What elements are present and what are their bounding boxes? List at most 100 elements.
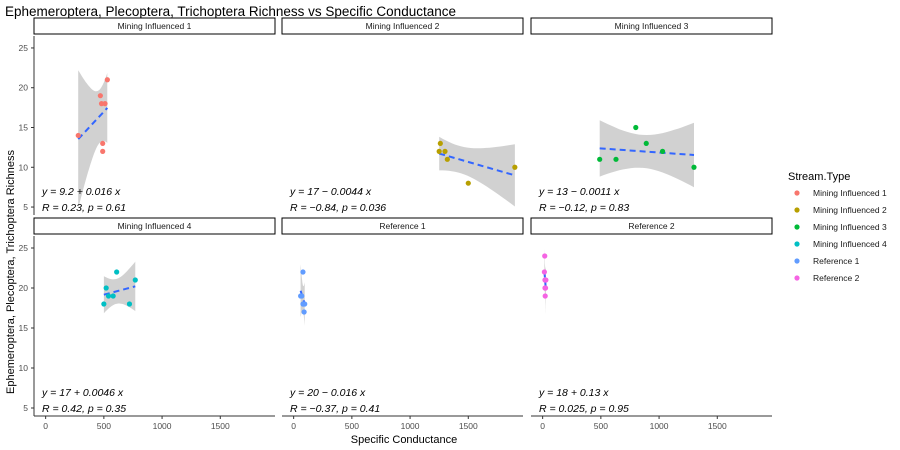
panel-5: Reference 1 0 500 1000 1500 y = 20 − 0.016 x R…: [281, 217, 524, 431]
data-point: [300, 269, 306, 275]
fit-line: [77, 107, 109, 140]
panel-strip: [530, 17, 773, 35]
equation-label: y = 20 − 0.016 x: [289, 387, 366, 399]
stats-label: R = −0.37, p = 0.41: [290, 403, 380, 415]
data-point: [643, 140, 649, 147]
legend-label: Mining Influenced 1: [813, 188, 887, 198]
y-tick-label: 10: [19, 162, 29, 172]
x-tick-label: 500: [345, 421, 359, 431]
fit-line: [103, 285, 136, 296]
legend-swatch: [794, 275, 800, 281]
y-tick-label: 20: [19, 83, 29, 93]
panel-1: Mining Influenced 1 5 10 15 20 25 y = 9.2 + 0.…: [19, 17, 276, 215]
legend-item: Mining Influenced 4: [794, 239, 887, 249]
panel-strip-label: Mining Influenced 1: [118, 21, 192, 31]
equation-label: y = 18 + 0.13 x: [538, 387, 609, 399]
y-axis-label: Ephemeroptera, Plecoptera, Trichoptera R…: [5, 150, 17, 394]
legend-label: Mining Influenced 4: [813, 239, 887, 249]
data-point: [542, 285, 549, 291]
data-point: [543, 277, 549, 283]
data-point: [101, 301, 107, 307]
legend-title: Stream.Type: [788, 171, 850, 183]
chart-title: Ephemeroptera, Plecoptera, Trichoptera R…: [5, 4, 456, 19]
facet-panels: Mining Influenced 1 5 10 15 20 25 y = 9.2 + 0.…: [19, 17, 773, 431]
data-point: [442, 148, 448, 154]
panel-strip-label: Mining Influenced 4: [118, 221, 192, 231]
x-tick-label: 500: [97, 421, 111, 431]
panel-3: Mining Influenced 3 y = 13 − 0.0011 x R = …: [530, 17, 773, 214]
x-tick-label: 1500: [211, 421, 230, 431]
panel-strip: [33, 17, 276, 35]
stats-label: R = 0.23, p = 0.61: [42, 202, 126, 214]
data-point: [444, 156, 450, 162]
data-point: [541, 269, 547, 275]
x-tick-label: 1000: [401, 421, 420, 431]
panel-2: Mining Influenced 2 y = 17 − 0.0044 x R = …: [281, 17, 524, 214]
legend: Stream.Type Mining Influenced 1 Mining In…: [788, 171, 887, 283]
equation-label: y = 9.2 + 0.016 x: [41, 186, 121, 198]
data-point: [465, 180, 471, 186]
panel-strip-label: Mining Influenced 2: [366, 21, 440, 31]
y-tick-label: 15: [19, 123, 29, 133]
panel-strip: [530, 217, 773, 235]
data-point: [100, 148, 106, 154]
legend-label: Mining Influenced 3: [813, 222, 887, 232]
data-point: [597, 156, 603, 162]
data-point: [299, 293, 305, 299]
panel-4: Mining Influenced 4 5 10 15 20 25 0 500 1000 1500…: [19, 217, 276, 431]
data-point: [104, 77, 110, 83]
legend-swatch: [794, 207, 800, 213]
legend-item: Reference 2: [794, 273, 860, 283]
y-tick-label: 20: [19, 283, 29, 293]
x-tick-label: 1500: [459, 421, 478, 431]
fit-line: [599, 147, 695, 156]
x-tick-label: 1500: [708, 421, 727, 431]
data-point: [105, 293, 112, 299]
confidence-ribbon: [599, 120, 694, 188]
data-point: [436, 148, 442, 154]
panel-strip-label: Reference 2: [628, 221, 675, 231]
data-point: [542, 253, 548, 259]
data-point: [437, 140, 443, 147]
confidence-ribbon: [439, 136, 515, 207]
legend-item: Reference 1: [794, 256, 860, 266]
x-tick-label: 0: [43, 421, 48, 431]
y-tick-label: 25: [19, 43, 29, 53]
data-point: [301, 309, 307, 315]
y-tick-label: 25: [19, 243, 29, 253]
data-point: [110, 293, 116, 299]
data-point: [659, 148, 666, 154]
data-point: [613, 156, 619, 162]
data-point: [542, 293, 548, 299]
confidence-ribbon: [103, 261, 136, 314]
legend-swatch: [794, 190, 800, 196]
legend-swatch: [794, 258, 800, 264]
legend-item: Mining Influenced 1: [794, 188, 887, 198]
data-point: [103, 285, 109, 291]
data-point: [512, 164, 518, 170]
data-point: [302, 301, 308, 307]
x-tick-label: 0: [291, 421, 296, 431]
stats-label: R = 0.42, p = 0.35: [42, 403, 126, 415]
stats-label: R = −0.84, p = 0.036: [290, 202, 386, 214]
y-tick-label: 15: [19, 323, 29, 333]
y-tick-label: 10: [19, 363, 29, 373]
data-point: [114, 269, 120, 275]
equation-label: y = 17 + 0.0046 x: [41, 387, 124, 399]
data-point: [691, 164, 697, 170]
legend-item: Mining Influenced 3: [794, 222, 887, 232]
fit-line: [438, 152, 516, 177]
x-tick-label: 0: [540, 421, 545, 431]
x-axis-label: Specific Conductance: [351, 434, 457, 446]
x-tick-label: 1000: [650, 421, 669, 431]
legend-swatch: [794, 224, 800, 230]
stats-label: R = −0.12, p = 0.83: [539, 202, 629, 214]
panel-strip: [33, 217, 276, 235]
panel-strip-label: Mining Influenced 3: [615, 21, 689, 31]
stats-label: R = 0.025, p = 0.95: [539, 403, 629, 415]
data-point: [75, 132, 81, 139]
y-tick-label: 5: [23, 403, 28, 413]
panel-strip-label: Reference 1: [379, 221, 426, 231]
legend-item: Mining Influenced 2: [794, 205, 887, 215]
legend-label: Mining Influenced 2: [813, 205, 887, 215]
